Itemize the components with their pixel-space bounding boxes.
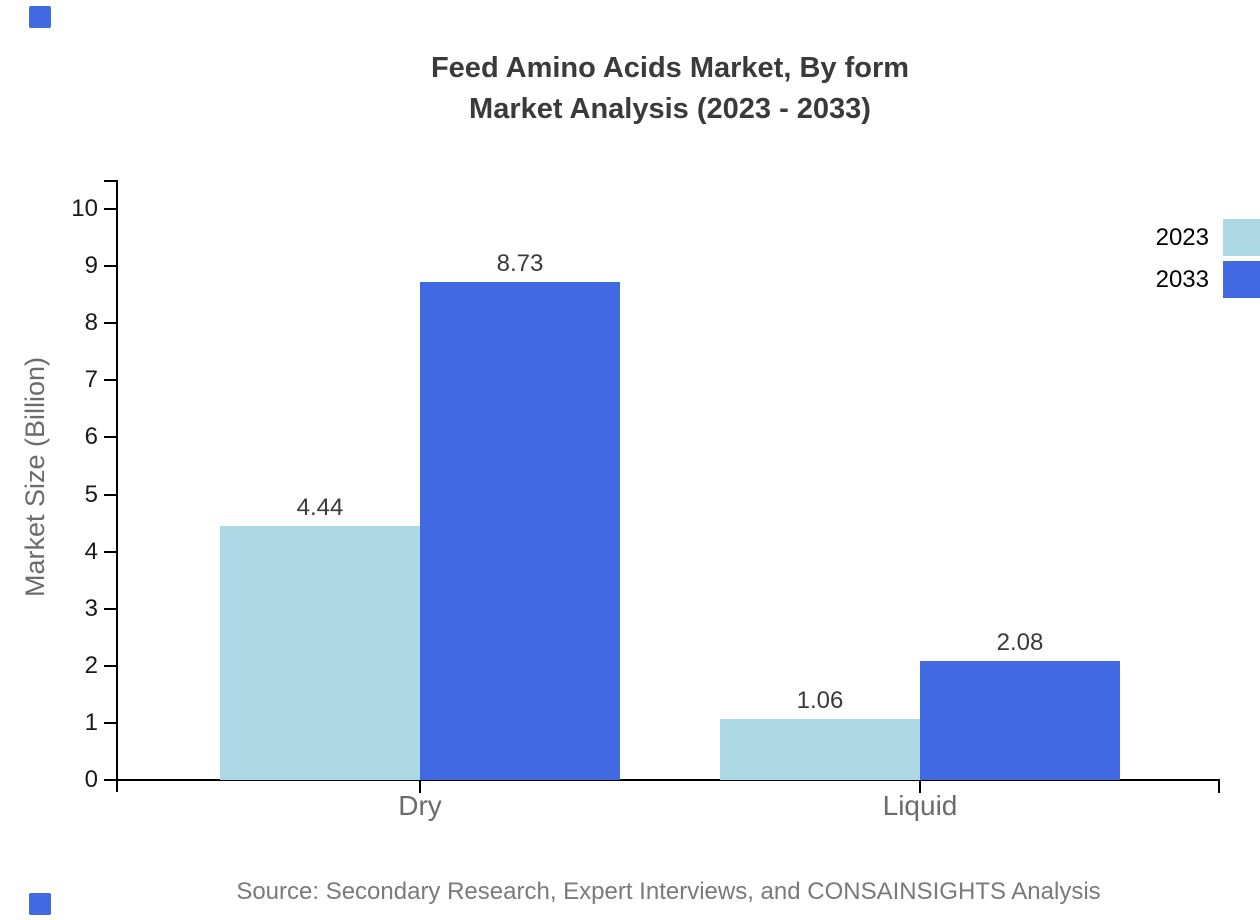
x-axis-right-cap bbox=[1218, 779, 1220, 793]
y-tick-label-7: 7 bbox=[84, 366, 98, 394]
y-tick-mark-0 bbox=[104, 779, 117, 781]
y-tick-label-6: 6 bbox=[84, 423, 98, 451]
legend-label-2023: 2023 bbox=[1155, 224, 1209, 251]
legend-item-2033: 2033 bbox=[1100, 261, 1260, 298]
bar-dry-2023 bbox=[220, 526, 420, 780]
bar-value-liquid-2033: 2.08 bbox=[996, 629, 1044, 656]
chart-title-line2: Market Analysis (2023 - 2033) bbox=[469, 93, 871, 125]
y-tick-label-9: 9 bbox=[84, 252, 98, 280]
y-tick-mark-2 bbox=[104, 664, 117, 667]
legend: 2023 2033 bbox=[1100, 219, 1260, 303]
chart-title: Feed Amino Acids Market, By form Market … bbox=[80, 48, 1260, 130]
y-axis-top-cap bbox=[104, 180, 118, 182]
y-tick-label-4: 4 bbox=[84, 537, 98, 565]
brand-mark-top-left bbox=[29, 6, 51, 28]
y-tick-mark-6 bbox=[104, 436, 117, 439]
y-tick-label-10: 10 bbox=[71, 195, 98, 222]
bar-value-dry-2033: 8.73 bbox=[496, 250, 544, 277]
x-axis-line bbox=[116, 779, 1220, 781]
y-tick-label-5: 5 bbox=[84, 480, 98, 508]
legend-label-2033: 2033 bbox=[1155, 266, 1209, 293]
x-category-label-liquid: Liquid bbox=[882, 790, 958, 821]
y-tick-label-2: 2 bbox=[84, 651, 98, 679]
x-tick-mark-dry bbox=[419, 780, 421, 793]
y-tick-mark-7 bbox=[104, 379, 117, 382]
x-category-label-dry: Dry bbox=[398, 790, 442, 821]
y-tick-mark-3 bbox=[104, 607, 117, 610]
legend-item-2023: 2023 bbox=[1100, 219, 1260, 256]
bar-liquid-2033 bbox=[920, 661, 1120, 780]
y-tick-mark-10 bbox=[104, 208, 117, 210]
y-tick-mark-1 bbox=[104, 721, 117, 724]
bar-dry-2033 bbox=[420, 282, 620, 780]
y-tick-mark-5 bbox=[104, 493, 117, 496]
legend-swatch-2033 bbox=[1223, 261, 1260, 298]
x-tick-mark-liquid bbox=[919, 780, 921, 793]
brand-mark-bottom-left bbox=[29, 893, 51, 915]
y-tick-mark-8 bbox=[104, 322, 117, 325]
chart-title-line1: Feed Amino Acids Market, By form bbox=[430, 52, 910, 84]
bar-value-liquid-2023: 1.06 bbox=[796, 687, 844, 714]
bar-liquid-2023 bbox=[720, 719, 920, 780]
y-tick-mark-9 bbox=[104, 265, 117, 268]
y-tick-label-3: 3 bbox=[84, 594, 98, 622]
bar-value-dry-2023: 4.44 bbox=[296, 494, 344, 521]
y-tick-label-1: 1 bbox=[84, 708, 98, 736]
y-axis-line bbox=[116, 180, 118, 792]
y-tick-label-0: 0 bbox=[84, 766, 98, 793]
source-attribution: Source: Secondary Research, Expert Inter… bbox=[236, 878, 1101, 905]
legend-swatch-2023 bbox=[1223, 219, 1260, 256]
y-tick-label-8: 8 bbox=[84, 309, 98, 337]
y-tick-mark-4 bbox=[104, 550, 117, 553]
